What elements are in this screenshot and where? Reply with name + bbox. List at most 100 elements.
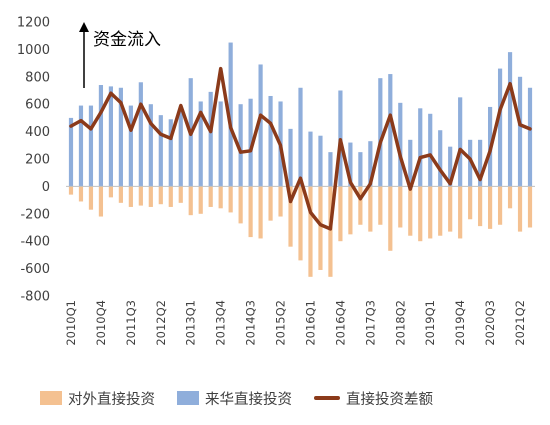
outward-bar	[507, 186, 513, 209]
outward-bar	[458, 186, 463, 239]
inward-bar	[438, 130, 443, 187]
outward-bar	[108, 186, 113, 198]
inward-bar	[288, 128, 293, 187]
y-tick-label: 400	[25, 125, 50, 140]
x-tick-label: 2016Q1	[303, 300, 317, 346]
inward-bar	[478, 139, 483, 187]
outward-bar	[298, 186, 303, 261]
legend-swatch-inward	[177, 391, 199, 405]
arrow-head-icon	[79, 22, 89, 32]
x-axis-labels: 2010Q1 2010Q4 2011Q3 2012Q2 2013Q1 2013Q4 2014…	[64, 300, 527, 346]
outward-bar	[488, 186, 493, 229]
outward-bar	[378, 186, 383, 225]
outward-bar	[478, 186, 483, 227]
inflow-annotation: 资金流入	[79, 22, 161, 88]
x-tick-label: 2015Q2	[274, 300, 288, 346]
inward-fdi-bars	[68, 42, 533, 187]
inward-bar	[507, 52, 513, 187]
y-tick-label: 200	[25, 153, 50, 168]
inward-bar	[238, 104, 243, 187]
inward-bar	[98, 85, 104, 187]
inward-bar	[378, 78, 383, 187]
inward-bar	[318, 135, 323, 187]
outward-bar	[208, 186, 213, 207]
inward-bar	[408, 139, 413, 187]
inward-bar	[148, 104, 153, 187]
inward-bar	[138, 82, 143, 187]
x-tick-label: 2010Q4	[94, 300, 108, 346]
outward-bar	[268, 186, 273, 221]
outward-bar	[368, 186, 373, 232]
outward-bar	[288, 186, 293, 247]
outward-bar	[78, 186, 84, 202]
outward-bar	[428, 186, 433, 239]
outward-bar	[358, 186, 363, 225]
legend-label-net: 直接投资差额	[346, 391, 433, 408]
x-tick-label: 2013Q4	[214, 300, 228, 346]
x-tick-label: 2016Q4	[333, 300, 347, 346]
outward-bar	[228, 186, 233, 213]
outward-bar	[527, 186, 533, 228]
outward-bar	[68, 186, 74, 195]
inward-bar	[298, 87, 303, 187]
inward-bar	[208, 91, 213, 187]
outward-bar	[218, 186, 223, 209]
outward-bar	[517, 186, 523, 232]
outward-bar	[448, 186, 453, 232]
outward-bar	[158, 186, 163, 205]
y-tick-label: 0	[42, 180, 50, 195]
y-tick-label: -200	[20, 207, 50, 222]
x-tick-label: 2013Q1	[184, 300, 198, 346]
outward-bar	[148, 186, 153, 207]
inward-bar	[68, 117, 74, 187]
y-tick-label: -400	[20, 235, 50, 250]
inward-bar	[388, 74, 393, 187]
outward-bar	[348, 186, 353, 235]
inward-bar	[527, 87, 533, 187]
inward-bar	[448, 146, 453, 187]
inward-bar	[398, 102, 403, 187]
outward-bar	[88, 186, 94, 210]
x-tick-label: 2012Q2	[154, 300, 168, 346]
y-tick-label: 600	[25, 98, 50, 113]
net-fdi-line	[69, 66, 532, 231]
inward-bar	[108, 86, 113, 187]
legend-item-net: 直接投资差额	[314, 388, 433, 409]
y-tick-label: -600	[20, 262, 50, 277]
outward-bar	[238, 186, 243, 224]
inward-bar	[268, 95, 273, 187]
x-tick-label: 2010Q1	[64, 300, 78, 346]
outward-bar	[188, 186, 193, 216]
outward-bar	[258, 186, 263, 239]
inward-bar	[458, 97, 463, 187]
outward-bar	[118, 186, 123, 203]
y-tick-label: 800	[25, 70, 50, 85]
outward-bar	[198, 186, 203, 214]
outward-bar	[408, 186, 413, 236]
x-tick-label: 2011Q3	[124, 300, 138, 346]
y-tick-label: 1200	[17, 16, 50, 31]
inward-bar	[258, 64, 263, 187]
inward-bar	[248, 98, 253, 187]
outward-bar	[178, 186, 183, 203]
outward-bar	[468, 186, 473, 220]
legend-swatch-outward	[40, 391, 62, 405]
x-tick-label: 2020Q3	[483, 300, 497, 346]
outward-bar	[318, 186, 323, 270]
y-tick-label: -800	[20, 290, 50, 305]
inward-bar	[168, 119, 173, 187]
inward-bar	[228, 42, 233, 187]
legend-item-inward: 来华直接投资	[177, 388, 292, 409]
legend: 对外直接投资 来华直接投资 直接投资差额	[40, 386, 545, 410]
inward-bar	[78, 105, 84, 187]
x-tick-label: 2017Q3	[363, 300, 377, 346]
inward-bar	[517, 76, 523, 187]
inward-bar	[348, 142, 353, 187]
outward-bar	[98, 186, 104, 217]
outward-bar	[438, 186, 443, 236]
outward-bar	[328, 186, 333, 277]
inward-bar	[88, 105, 94, 187]
legend-label-inward: 来华直接投资	[205, 391, 292, 408]
x-tick-label: 2014Q3	[244, 300, 258, 346]
inward-bar	[328, 152, 333, 187]
